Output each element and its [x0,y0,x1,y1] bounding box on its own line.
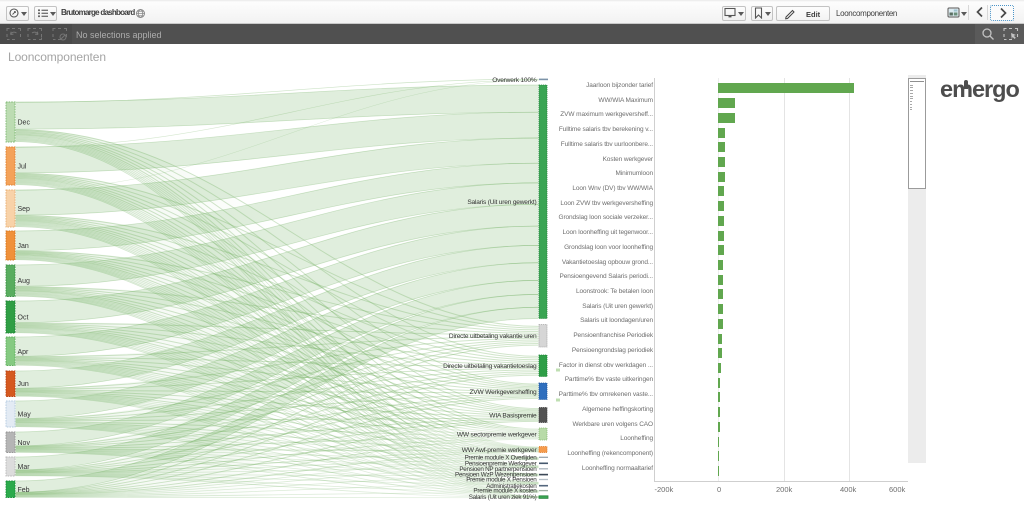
svg-text:WW Awf-premie werkgever: WW Awf-premie werkgever [462,447,538,454]
svg-text:ZVW Werkgeversheffing: ZVW Werkgeversheffing [469,389,537,396]
svg-text:Oct: Oct [18,315,29,322]
svg-text:Overwerk 100%: Overwerk 100% [492,77,537,84]
svg-text:WIA Basispremie: WIA Basispremie [489,413,537,420]
svg-text:Pensioen WzP Wezenpensioen: Pensioen WzP Wezenpensioen [455,472,537,479]
svg-text:Premie module X Overlijden: Premie module X Overlijden [465,454,538,461]
svg-text:Pensioen NP partnerpensioen: Pensioen NP partnerpensioen [459,466,537,473]
svg-text:Mar: Mar [18,464,31,471]
svg-text:Jun: Jun [18,381,29,388]
svg-text:Salaris (Uit uren ziek 91%): Salaris (Uit uren ziek 91%) [469,494,537,501]
svg-text:Directe uitbetaling vakantie u: Directe uitbetaling vakantie uren [449,333,537,340]
svg-text:Premie module X kosten: Premie module X kosten [473,488,537,495]
svg-text:Directe uitbetaling vakantieto: Directe uitbetaling vakantietoeslag [443,363,537,370]
svg-text:Administratiekosten: Administratiekosten [486,483,537,490]
svg-text:Salaris (Uit uren gewerkt): Salaris (Uit uren gewerkt) [467,199,536,206]
svg-text:Premie module X Pensioen: Premie module X Pensioen [466,477,537,484]
svg-text:May: May [18,412,32,419]
svg-text:Nov: Nov [18,440,31,447]
svg-text:Apr: Apr [18,349,30,356]
svg-text:Aug: Aug [18,278,31,285]
svg-text:Jan: Jan [18,243,29,250]
svg-text:Jul: Jul [18,164,27,171]
svg-text:Dec: Dec [18,120,31,127]
svg-text:Feb: Feb [18,487,30,494]
svg-text:WW sectorpremie werkgever: WW sectorpremie werkgever [457,432,538,439]
svg-text:Pensioenpremie Werkgever: Pensioenpremie Werkgever [465,460,537,467]
svg-text:Sep: Sep [18,206,31,213]
